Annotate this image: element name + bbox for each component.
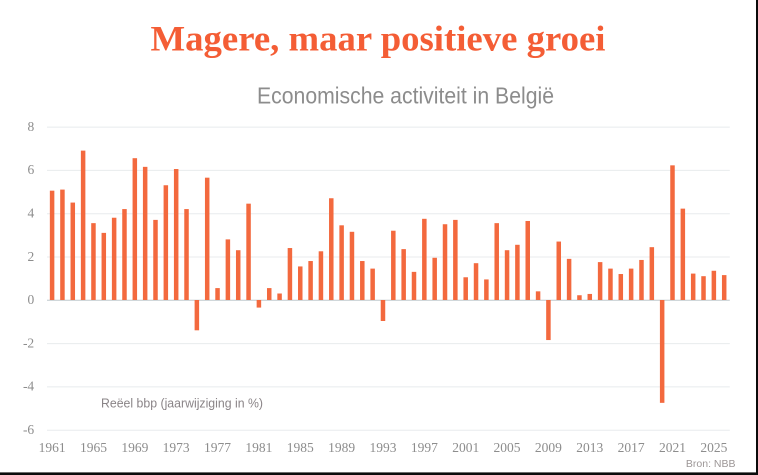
svg-text:Bron: NBB: Bron: NBB: [686, 458, 736, 470]
svg-text:1981: 1981: [245, 440, 272, 455]
svg-text:8: 8: [27, 119, 34, 134]
svg-text:1989: 1989: [328, 440, 355, 455]
svg-text:1977: 1977: [204, 440, 231, 455]
svg-text:2021: 2021: [659, 440, 686, 455]
svg-text:2001: 2001: [452, 440, 479, 455]
svg-text:-2: -2: [23, 335, 34, 350]
svg-text:2017: 2017: [618, 440, 645, 455]
svg-text:2013: 2013: [576, 440, 603, 455]
svg-text:6: 6: [27, 162, 34, 177]
svg-text:-4: -4: [23, 379, 34, 394]
svg-text:2025: 2025: [700, 440, 727, 455]
svg-text:4: 4: [27, 206, 34, 221]
svg-text:1985: 1985: [287, 440, 314, 455]
svg-text:1961: 1961: [39, 440, 66, 455]
svg-text:-6: -6: [23, 422, 34, 437]
svg-text:2009: 2009: [535, 440, 562, 455]
svg-text:Reëel bbp (jaarwijziging in %): Reëel bbp (jaarwijziging in %): [101, 396, 263, 411]
svg-text:0: 0: [27, 292, 34, 307]
svg-text:Magere, maar positieve groei: Magere, maar positieve groei: [151, 19, 606, 59]
svg-text:2005: 2005: [494, 440, 521, 455]
svg-text:1997: 1997: [411, 440, 438, 455]
svg-text:2: 2: [27, 249, 34, 264]
svg-text:1993: 1993: [369, 440, 396, 455]
svg-text:1969: 1969: [121, 440, 148, 455]
svg-text:1965: 1965: [80, 440, 107, 455]
svg-text:1973: 1973: [163, 440, 190, 455]
svg-text:Economische activiteit in Belg: Economische activiteit in België: [257, 83, 554, 109]
